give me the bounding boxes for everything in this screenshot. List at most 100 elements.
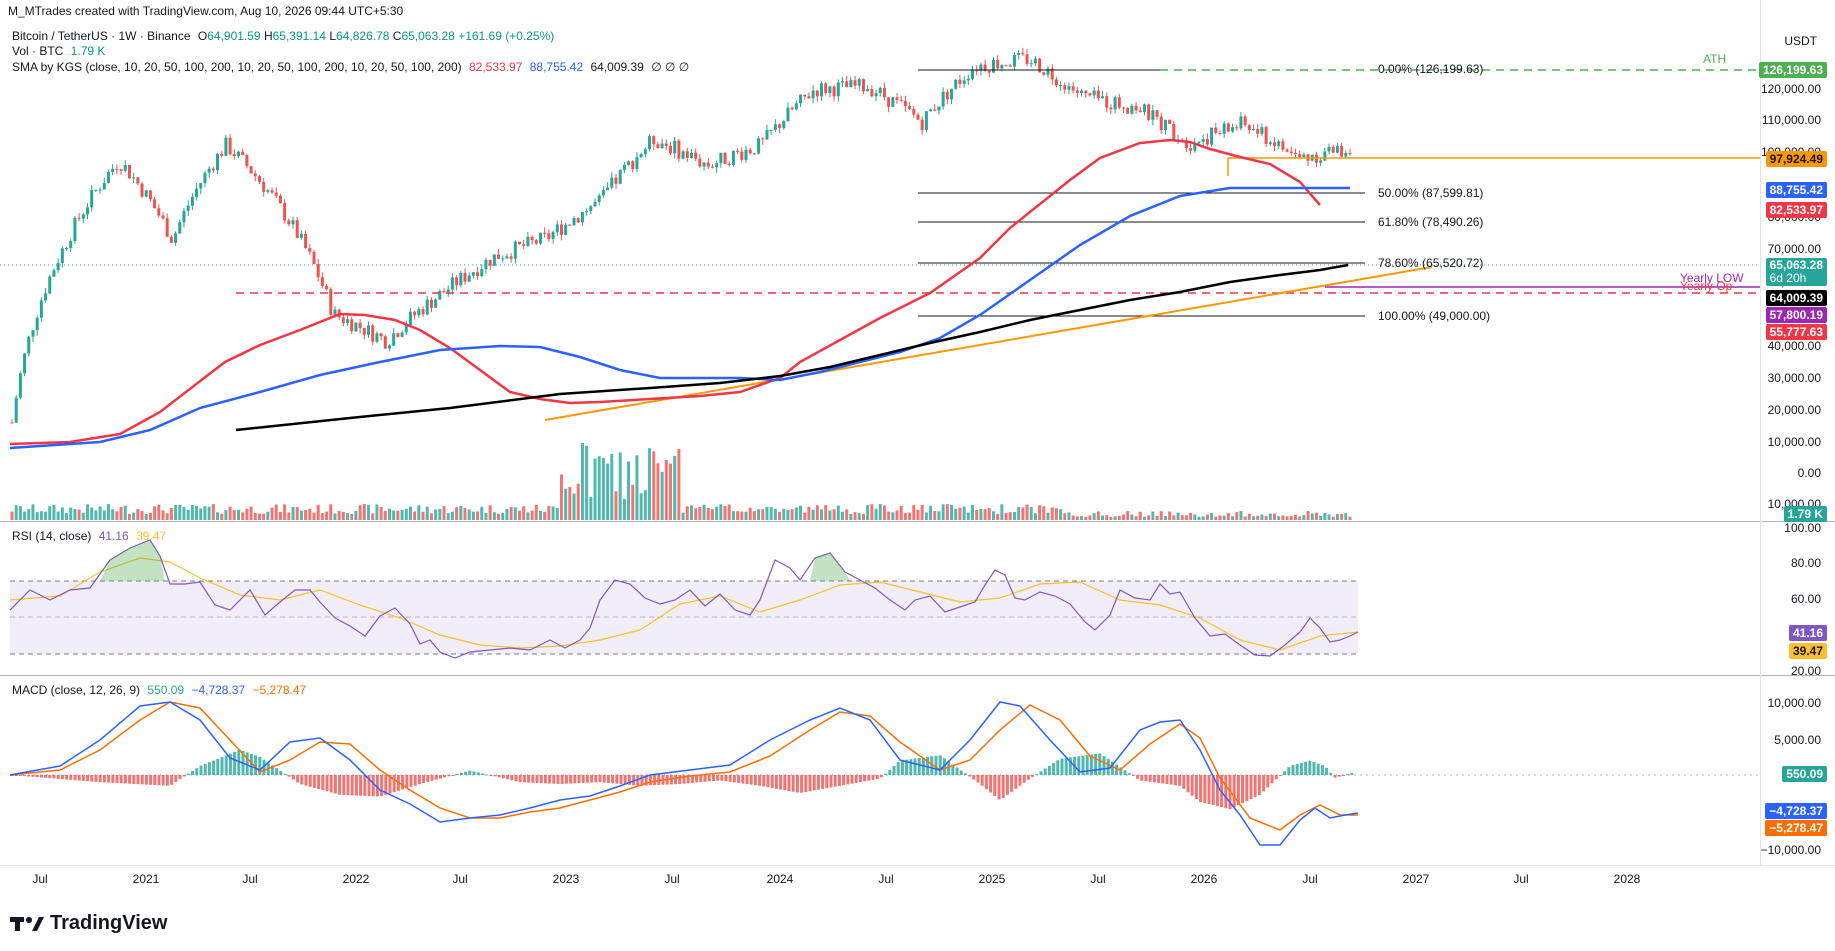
- candle-body: [81, 214, 85, 219]
- macd-histogram-bar: [212, 760, 216, 775]
- candle-body: [132, 177, 136, 179]
- candle-body: [195, 188, 199, 197]
- macd-histogram-bar: [44, 775, 48, 778]
- macd-histogram-bar: [1169, 775, 1173, 785]
- candle-body: [1155, 110, 1159, 117]
- macd-histogram-bar: [510, 775, 514, 781]
- pane-separator-rsi-macd[interactable]: [0, 675, 1835, 676]
- candle-body: [509, 256, 513, 259]
- volume-bar: [299, 510, 303, 520]
- macd-histogram-bar: [984, 775, 988, 790]
- macd-histogram-bar: [1089, 754, 1093, 775]
- volume-bar: [396, 510, 400, 520]
- candle-body: [165, 218, 169, 237]
- macd-histogram-bar: [384, 775, 388, 795]
- volume-bar: [1197, 516, 1201, 520]
- candle-body: [635, 157, 639, 170]
- volume-bar: [597, 456, 601, 520]
- candle-body: [90, 189, 94, 208]
- macd-histogram-bar: [388, 775, 392, 794]
- macd-label[interactable]: MACD (close, 12, 26, 9): [12, 683, 141, 697]
- volume-bar: [287, 512, 291, 520]
- volume-bar: [769, 507, 773, 520]
- macd-histogram-bar: [401, 775, 405, 790]
- rsi-ma-tag: 39.47: [1788, 643, 1827, 659]
- volume-bar: [1105, 515, 1109, 520]
- macd-histogram-bar: [1060, 758, 1064, 775]
- volume-bar: [44, 511, 48, 520]
- volume-bar: [312, 512, 316, 520]
- volume-bar: [1235, 512, 1239, 520]
- candle-body: [585, 211, 589, 213]
- volume-bar: [186, 509, 190, 520]
- candle-body: [710, 166, 714, 168]
- macd-histogram-bar: [476, 772, 480, 775]
- volume-bar: [836, 505, 840, 520]
- volume-bar: [803, 512, 807, 520]
- macd-histogram-bar: [884, 773, 888, 775]
- volume-bar: [1138, 511, 1142, 520]
- macd-histogram-bar: [711, 775, 715, 781]
- candle-body: [270, 190, 274, 193]
- macd-histogram-bar: [195, 768, 199, 775]
- rsi-label[interactable]: RSI (14, close): [12, 529, 92, 543]
- candle-body: [941, 91, 945, 107]
- candle-body: [891, 97, 895, 107]
- volume-bar: [249, 506, 253, 520]
- currency-label[interactable]: USDT: [1784, 34, 1817, 48]
- macd-histogram-bar: [14, 775, 18, 776]
- candle-body: [895, 97, 899, 100]
- candle-body: [106, 171, 110, 183]
- pane-separator-price-rsi[interactable]: [0, 521, 1835, 522]
- volume-bar: [455, 507, 459, 520]
- macd-histogram-bar: [489, 775, 493, 776]
- sma-label[interactable]: SMA by KGS (close, 10, 20, 50, 100, 200,…: [12, 60, 462, 74]
- macd-histogram-bar: [1283, 771, 1287, 775]
- candle-body: [392, 333, 396, 346]
- volume-bar: [1323, 512, 1327, 520]
- orange-trendline[interactable]: [544, 266, 1433, 421]
- candle-body: [727, 163, 731, 165]
- candle-body: [1172, 123, 1176, 141]
- macd-histogram-bar: [157, 775, 161, 786]
- candle-body: [799, 94, 803, 104]
- candle-body: [857, 79, 861, 86]
- volume-bar: [652, 451, 656, 520]
- macd-histogram-bar: [1094, 753, 1098, 775]
- macd-histogram-bar: [879, 775, 883, 778]
- macd-histogram-bar: [329, 775, 333, 793]
- symbol-title[interactable]: Bitcoin / TetherUS · 1W · Binance: [12, 29, 191, 43]
- candle-body: [1088, 93, 1092, 96]
- volume-bar: [572, 493, 576, 520]
- volume-bar: [757, 509, 761, 520]
- macd-histogram-bar: [115, 775, 119, 784]
- volume-bar: [10, 511, 14, 520]
- macd-histogram-bar: [732, 775, 736, 783]
- macd-histogram-bar: [426, 775, 430, 782]
- volume-bar: [937, 511, 941, 520]
- candle-body: [400, 332, 404, 337]
- macd-histogram-bar: [825, 775, 829, 789]
- yearly-low-tag: 57,800.19: [1765, 307, 1827, 323]
- volume-bar: [1180, 515, 1184, 520]
- candle-body: [731, 150, 735, 165]
- candle-body: [568, 224, 572, 226]
- candle-body: [52, 270, 56, 277]
- volume-bar: [761, 509, 765, 520]
- volume-bar: [874, 508, 878, 520]
- volume-bar: [677, 448, 681, 520]
- volume-bar: [169, 507, 173, 520]
- volume-bar: [778, 511, 782, 520]
- candle-body: [1184, 140, 1188, 149]
- volume-bar: [1252, 516, 1256, 520]
- tradingview-logo[interactable]: TradingView: [10, 912, 167, 935]
- macd-histogram-bar: [77, 775, 81, 781]
- macd-histogram-bar: [216, 758, 220, 775]
- volume-bar: [341, 511, 345, 520]
- volume-label[interactable]: Vol · BTC: [12, 44, 64, 58]
- candle-body: [530, 236, 534, 241]
- macd-histogram-bar: [787, 775, 791, 792]
- macd-histogram-bar: [132, 775, 136, 784]
- macd-histogram-bar: [296, 775, 300, 783]
